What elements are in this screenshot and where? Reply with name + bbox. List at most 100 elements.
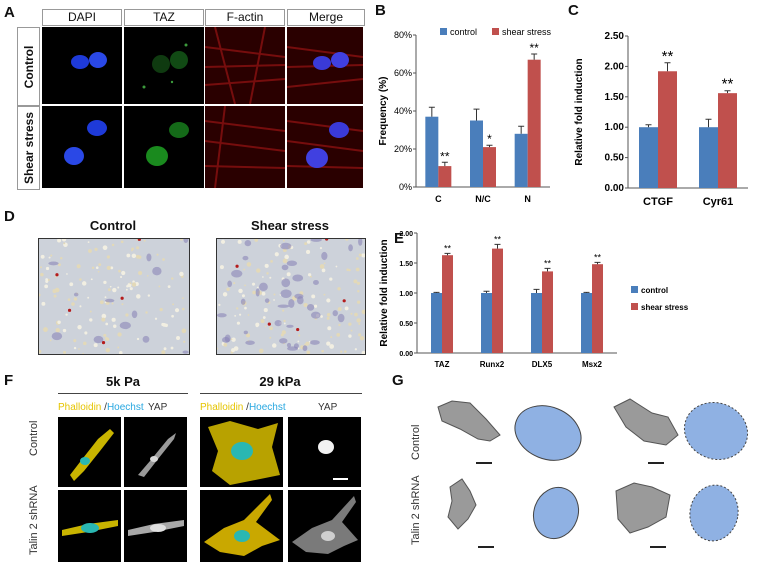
chart-c: Relative fold induction 0.00 0.50 1.00 1.50 2… — [574, 31, 748, 208]
row-label-shear-stress: Shear stress — [17, 106, 40, 190]
f-underline-5kpa — [58, 393, 188, 394]
g-cell-shapes — [437, 398, 749, 548]
error-bar — [486, 144, 493, 148]
column-header-dapi: DAPI — [42, 9, 122, 26]
g-cell-outline-5k-control — [437, 400, 501, 442]
f-stain-label-5k: Phalloidin /Hoechst — [58, 402, 144, 413]
f-image-29k-control-yap — [288, 417, 361, 487]
bar — [431, 293, 442, 353]
error-bar — [705, 118, 712, 128]
y-tick-label: 2.00 — [605, 61, 625, 72]
category-label: CTGF — [643, 196, 673, 208]
bar — [470, 120, 483, 187]
micrograph-merge-shear — [287, 106, 363, 188]
error-bar — [433, 291, 440, 293]
bar — [699, 127, 718, 188]
bar — [483, 147, 496, 187]
bar — [592, 264, 603, 353]
legend-label: control — [641, 286, 668, 295]
y-axis-label: Relative fold induction — [574, 58, 585, 165]
f-yap-label-29k: YAP — [318, 402, 338, 413]
category-label: Cyr61 — [703, 196, 734, 208]
error-bar — [594, 261, 601, 265]
y-tick-label: 1.50 — [605, 92, 625, 103]
panel-letter-c: C — [568, 2, 579, 19]
column-header-merge: Merge — [287, 9, 365, 26]
category-label: C — [435, 194, 442, 202]
d-image-shear-stress — [216, 238, 366, 355]
panel-letter-d: D — [4, 208, 15, 225]
micrograph-factin-shear — [205, 106, 285, 188]
significance-label: ** — [440, 149, 450, 163]
g-cell-outline-29k-talin — [615, 482, 671, 534]
bar — [442, 255, 453, 353]
category-label: N — [524, 194, 531, 202]
f-image-5k-control-yap — [124, 417, 187, 487]
row-label-control: Control — [17, 27, 40, 106]
y-tick-label: 20% — [394, 144, 412, 154]
y-tick-label: 60% — [394, 68, 412, 78]
f-row-label-control: Control — [28, 420, 40, 456]
column-header-taz: TAZ — [124, 9, 204, 26]
y-tick-label: 40% — [394, 106, 412, 116]
category-label: N/C — [475, 194, 491, 202]
error-bar — [428, 106, 435, 117]
f-condition-29kpa: 29 kPa — [259, 374, 301, 389]
micrograph-dapi-control — [42, 27, 122, 104]
legend-label: shear stress — [502, 27, 552, 37]
legend-swatch — [631, 303, 638, 310]
panel-letter-e: E — [394, 230, 405, 247]
f-image-5k-talin-yap — [124, 490, 187, 562]
significance-label: ** — [544, 258, 552, 268]
bar — [718, 93, 737, 188]
category-label: Msx2 — [582, 360, 603, 369]
micrograph-factin-control — [205, 27, 285, 104]
error-bar — [664, 62, 671, 72]
f-condition-5kpa: 5k Pa — [106, 374, 140, 389]
y-tick-label: 0% — [399, 182, 412, 192]
bar — [639, 127, 658, 188]
bar — [658, 71, 677, 188]
f-row-label-talin: Talin 2 shRNA — [28, 485, 40, 555]
g-cell-fit-5k-talin — [532, 486, 580, 540]
f-image-5k-control-phalloidin — [58, 417, 121, 487]
error-bar — [531, 53, 538, 60]
significance-label: ** — [494, 234, 502, 244]
significance-label: ** — [529, 41, 539, 55]
chart-b: Frequency (%) 0% 20% 40% 60% 80% ** C * N/C ** Ncon… — [378, 27, 552, 202]
y-tick-label: 1.00 — [399, 291, 413, 298]
significance-label: ** — [594, 252, 602, 262]
panel-letter-g: G — [392, 372, 404, 389]
legend-label: control — [450, 27, 477, 37]
y-tick-label: 1.50 — [399, 261, 413, 268]
bar — [492, 248, 503, 353]
d-image-control — [38, 238, 190, 355]
micrograph-taz-shear — [124, 106, 204, 188]
g-cell-fit-29k-control — [683, 402, 749, 460]
error-bar — [645, 124, 652, 128]
error-bar — [483, 290, 490, 293]
f-underline-29kpa — [200, 393, 362, 394]
bar — [481, 293, 492, 353]
f-stain-label-29k: Phalloidin /Hoechst — [200, 402, 286, 413]
y-tick-label: 0.50 — [399, 321, 413, 328]
error-bar — [533, 288, 540, 293]
panel-letter-a: A — [4, 4, 15, 21]
error-bar — [441, 161, 448, 167]
category-label: Runx2 — [480, 360, 505, 369]
g-row-label-talin: Talin 2 shRNA — [410, 475, 422, 545]
micrograph-taz-control — [124, 27, 204, 104]
error-bar — [518, 125, 525, 134]
significance-label: * — [487, 132, 492, 146]
significance-label: ** — [662, 48, 674, 65]
g-cell-fit-29k-talin — [689, 484, 739, 542]
error-bar — [473, 108, 480, 121]
f-image-29k-control-phalloidin — [200, 417, 283, 487]
bar — [425, 116, 439, 187]
bar — [581, 293, 592, 353]
bar — [527, 59, 541, 188]
category-label: DLX5 — [532, 360, 553, 369]
error-bar — [724, 90, 731, 94]
chart-e: Relative fold induction 0.00 0.50 1.00 1.50 2… — [379, 231, 689, 369]
y-axis-label: Frequency (%) — [378, 77, 389, 146]
